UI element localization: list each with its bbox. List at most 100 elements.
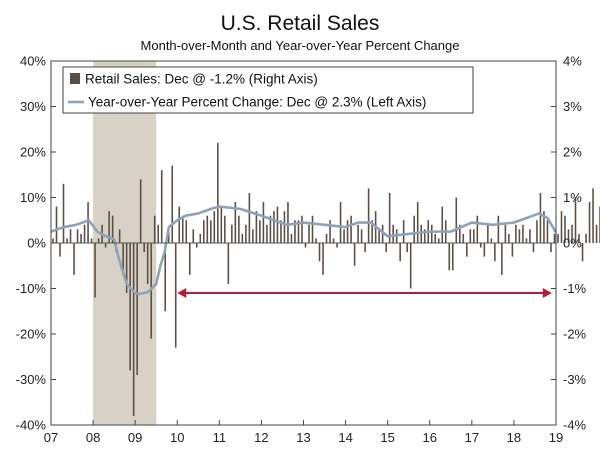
x-tick-label: 15 [380,430,394,445]
retail-sales-bar [97,238,100,243]
retail-sales-bar [315,238,317,243]
retail-sales-bar [388,192,391,243]
retail-sales-bar [511,243,514,257]
retail-sales-bar [90,238,93,243]
retail-sales-bar [213,211,216,243]
retail-sales-bar [357,224,359,243]
left-tick-label: 10% [20,190,46,205]
retail-sales-bar [104,243,107,248]
retail-sales-bar [595,224,598,243]
legend-bar-label: Retail Sales: Dec @ -1.2% (Right Axis) [85,72,318,87]
retail-sales-bar [241,233,244,243]
retail-sales-bar [234,202,237,243]
retail-sales-bar [273,211,275,243]
retail-sales-bar [153,215,156,243]
retail-sales-bar [546,220,549,243]
retail-sales-bar [381,224,384,243]
retail-sales-bar [592,188,594,243]
left-tick-label: -20% [16,327,47,342]
retail-sales-bar [52,238,54,243]
retail-sales-bar [76,229,79,243]
retail-sales-bar [311,215,314,243]
retail-sales-bar [455,197,458,243]
retail-sales-bar [371,220,373,243]
retail-sales-bar [469,229,472,243]
retail-sales-bar [437,238,440,243]
retail-sales-bar [346,220,349,243]
retail-sales-bar [532,243,535,253]
retail-sales-bar [283,211,286,243]
retail-sales-bar [360,229,363,243]
retail-sales-bar [174,243,177,348]
retail-sales-bar [73,243,75,275]
retail-sales-bar [167,229,170,243]
retail-sales-bar [487,224,489,243]
retail-sales-bar [451,243,454,271]
retail-sales-bar [129,243,131,371]
retail-sales-bar [59,243,61,257]
retail-sales-bar [217,142,219,243]
legend: Retail Sales: Dec @ -1.2% (Right Axis) Y… [62,66,474,114]
retail-sales-bar [231,224,233,243]
retail-sales-bar [248,192,251,243]
retail-sales-bar [227,243,230,284]
left-tick-label: -10% [16,281,47,296]
retail-sales-bar [557,233,559,243]
retail-sales-bar [497,215,500,243]
retail-sales-bar [122,243,124,275]
retail-sales-bar [434,233,437,243]
retail-sales-bar [69,229,72,243]
right-tick-label: 0% [563,236,582,251]
left-tick-label: 20% [20,145,46,160]
retail-sales-bar [378,229,380,243]
retail-sales-bar [318,243,321,262]
retail-sales-bar [564,215,566,243]
retail-sales-bar [409,243,412,289]
retail-sales-bar [94,243,96,298]
retail-sales-bar [262,202,265,243]
retail-sales-bar [466,243,468,257]
retail-sales-bar [259,220,261,243]
retail-sales-bar [560,211,563,243]
right-tick-label: -1% [563,281,587,296]
x-tick-label: 16 [423,430,437,445]
retail-sales-bar [111,215,114,243]
retail-sales-bar [574,197,577,243]
retail-sales-bar [146,243,149,284]
retail-sales-bar [245,224,247,243]
x-tick-label: 18 [507,430,521,445]
retail-sales-bar [308,224,310,243]
left-tick-label: 30% [20,99,46,114]
retail-sales-bar [406,243,408,253]
right-axis: 4% 3% 2% 1% 0% -1% -2% -3% -4% [551,54,587,433]
yoy-percent-change-line [50,205,558,296]
left-tick-label: -40% [16,418,47,433]
retail-sales-bar [80,233,82,243]
retail-sales-bar [203,220,205,243]
retail-sales-bar [181,215,184,243]
retail-sales-bar [581,243,584,262]
retail-sales-bar [185,220,188,243]
retail-sales-bar [195,243,198,248]
left-axis: 40% 30% 20% 10% 0% -10% -20% -30% -40% [16,54,56,433]
arrow-head-right [542,288,552,299]
arrow-head-left [177,288,187,299]
retail-sales-bar [539,192,542,243]
left-tick-label: 40% [20,54,46,69]
retail-sales-bar [508,233,510,243]
retail-sales-bar [325,233,328,243]
retail-sales-bar [150,243,152,339]
retail-sales-bar [339,202,342,243]
retail-sales-bar [206,215,209,243]
legend-bar-swatch [70,73,80,84]
retail-sales-bar [224,215,226,243]
retail-sales-bar [164,243,167,312]
retail-sales-bar [304,243,307,248]
retail-sales-bar [515,224,517,243]
retail-sales-bar [87,202,89,243]
retail-sales-bar [476,215,479,243]
retail-sales-bar [504,224,507,243]
retail-sales-bar [210,220,212,243]
retail-sales-bar [490,238,493,243]
